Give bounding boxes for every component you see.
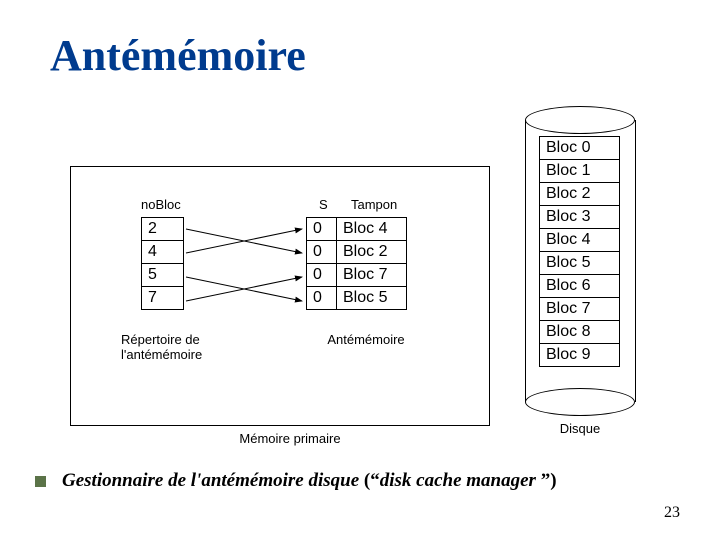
dir-cell: 7 <box>142 287 184 310</box>
directory-table: 2 4 5 7 <box>141 217 184 310</box>
disk-cell: Bloc 4 <box>540 229 620 252</box>
primary-memory-box: noBloc S Tampon 2 4 5 7 0 Bloc 4 0 Bloc … <box>70 166 490 426</box>
disk-cell: Bloc 3 <box>540 206 620 229</box>
bullet-icon <box>35 476 46 487</box>
disk-cell: Bloc 7 <box>540 298 620 321</box>
header-nobloc: noBloc <box>141 197 181 212</box>
dir-cell: 4 <box>142 241 184 264</box>
cache-table: 0 Bloc 4 0 Bloc 2 0 Bloc 7 0 Bloc 5 <box>306 217 407 310</box>
cylinder-left-side <box>525 120 526 402</box>
cache-t-cell: Bloc 7 <box>337 264 407 287</box>
header-s: S <box>319 197 328 212</box>
paren-close: ) <box>550 470 556 491</box>
cache-t-cell: Bloc 5 <box>337 287 407 310</box>
dir-sublabel: Répertoire de l'antémémoire <box>121 332 221 362</box>
cylinder-bottom-ellipse <box>525 388 635 416</box>
disk-cylinder: Bloc 0 Bloc 1 Bloc 2 Bloc 3 Bloc 4 Bloc … <box>525 106 637 436</box>
diagram-area: noBloc S Tampon 2 4 5 7 0 Bloc 4 0 Bloc … <box>50 106 670 466</box>
cache-t-cell: Bloc 4 <box>337 218 407 241</box>
disk-cell: Bloc 8 <box>540 321 620 344</box>
mapping-arrows <box>71 167 491 427</box>
cache-s-cell: 0 <box>307 241 337 264</box>
slide-title: Antémémoire <box>50 30 670 81</box>
cache-t-cell: Bloc 2 <box>337 241 407 264</box>
cylinder-top-ellipse <box>525 106 635 134</box>
cache-sublabel: Antémémoire <box>311 332 421 347</box>
quote-open: “ <box>370 470 380 491</box>
disk-cell: Bloc 6 <box>540 275 620 298</box>
primary-label: Mémoire primaire <box>220 431 360 446</box>
dir-cell: 2 <box>142 218 184 241</box>
dir-cell: 5 <box>142 264 184 287</box>
disk-cell: Bloc 9 <box>540 344 620 367</box>
header-tampon: Tampon <box>351 197 397 212</box>
cache-s-cell: 0 <box>307 287 337 310</box>
bullet-prefix: Gestionnaire de l'antémémoire disque <box>62 470 364 491</box>
quoted-text: disk cache manager <box>380 470 536 491</box>
disk-cell: Bloc 2 <box>540 183 620 206</box>
disk-label: Disque <box>550 421 610 436</box>
bullet-text: Gestionnaire de l'antémémoire disque (“d… <box>62 470 557 492</box>
cache-s-cell: 0 <box>307 264 337 287</box>
disk-cell: Bloc 5 <box>540 252 620 275</box>
disk-table: Bloc 0 Bloc 1 Bloc 2 Bloc 3 Bloc 4 Bloc … <box>539 136 620 367</box>
cache-s-cell: 0 <box>307 218 337 241</box>
disk-cell: Bloc 0 <box>540 137 620 160</box>
disk-cell: Bloc 1 <box>540 160 620 183</box>
cylinder-right-side <box>635 120 636 402</box>
quote-close: ” <box>536 470 550 491</box>
bullet-row: Gestionnaire de l'antémémoire disque (“d… <box>35 470 557 492</box>
page-number: 23 <box>664 504 680 522</box>
